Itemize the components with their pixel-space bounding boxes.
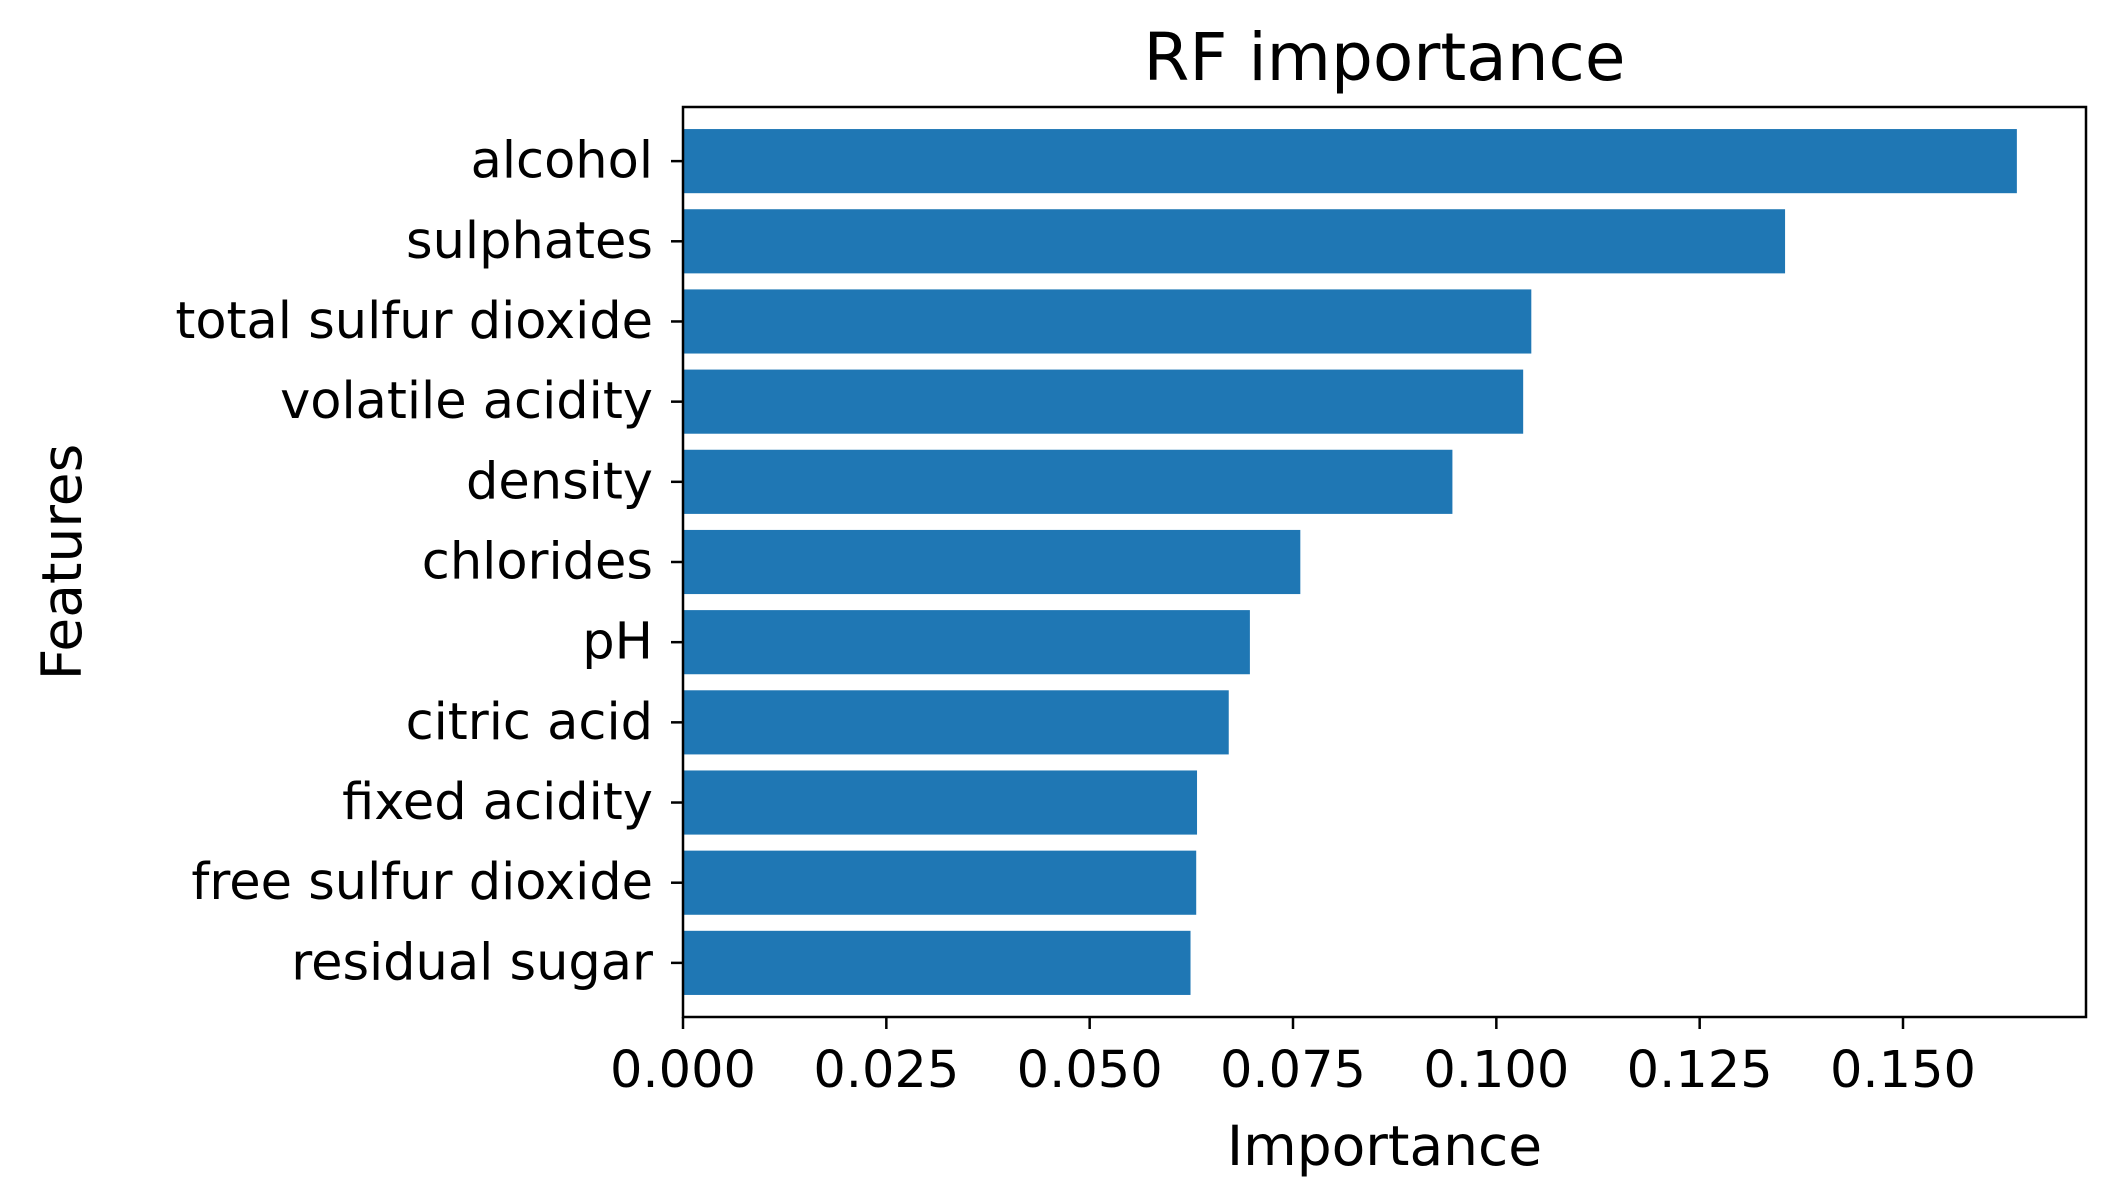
bar-free-sulfur-dioxide [683,850,1197,915]
bar-total-sulfur-dioxide [683,289,1532,354]
bar-ph [683,610,1250,675]
bar-fixed-acidity [683,770,1198,835]
y-tick-label: citric acid [406,693,653,752]
x-axis-title: Importance [1227,1114,1542,1178]
y-tick-label: chlorides [422,533,653,592]
x-tick-label: 0.075 [1220,1041,1366,1100]
x-tick-label: 0.150 [1830,1041,1976,1100]
y-tick-label: pH [582,613,653,672]
bar-residual-sugar [683,930,1191,995]
y-tick-label: fixed acidity [342,773,653,832]
bar-citric-acid [683,690,1229,755]
y-tick-label: alcohol [471,132,653,191]
bar-chlorides [683,529,1301,595]
y-tick-label: residual sugar [291,933,653,992]
bars-layer [683,129,2017,995]
bar-alcohol [683,129,2017,194]
y-tick-label: sulphates [406,212,653,271]
ticks-layer: alcohol sulphates total sulfur dioxide vola… [175,132,1976,1100]
x-tick-label: 0.050 [1017,1041,1163,1100]
plot-frame [681,105,2088,1019]
y-axis-title: Features [30,444,94,681]
y-tick-label: total sulfur dioxide [175,292,653,351]
x-tick-label: 0.100 [1423,1041,1569,1100]
chart-title: RF importance [1144,19,1626,96]
bar-volatile-acidity [683,369,1524,434]
y-tick-label: volatile acidity [280,372,653,431]
bar-sulphates [683,209,1786,274]
y-tick-label: density [466,452,653,511]
bar-density [683,449,1453,514]
y-tick-label: free sulfur dioxide [191,853,653,912]
x-tick-label: 0.000 [610,1041,756,1100]
x-tick-label: 0.125 [1627,1041,1773,1100]
x-tick-label: 0.025 [813,1041,959,1100]
